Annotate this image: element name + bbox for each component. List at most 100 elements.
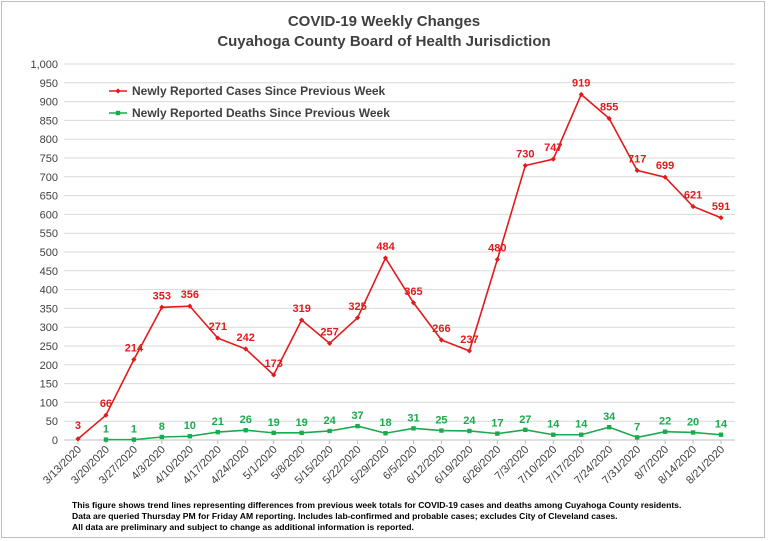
- legend-label: Newly Reported Cases Since Previous Week: [132, 84, 386, 98]
- death-point: [551, 432, 556, 437]
- death-point: [690, 430, 696, 435]
- y-tick-label: 950: [40, 78, 58, 90]
- case-data-label: 484: [376, 241, 395, 253]
- case-data-label: 173: [265, 358, 283, 370]
- death-point: [495, 431, 500, 436]
- case-point: [466, 348, 472, 354]
- death-data-label: 19: [268, 417, 280, 429]
- case-point: [131, 356, 137, 363]
- case-data-label: 66: [100, 398, 112, 410]
- death-data-label: 22: [659, 416, 671, 428]
- death-data-label: 1: [103, 424, 109, 436]
- y-tick-label: 750: [40, 153, 58, 165]
- death-point: [103, 437, 109, 442]
- chart-subtitle: Cuyahoga County Board of Health Jurisdic…: [217, 33, 551, 50]
- death-point: [355, 423, 360, 429]
- case-point: [103, 412, 109, 418]
- case-data-label: 480: [488, 243, 506, 255]
- footnote-line-1: This figure shows trend lines representi…: [72, 500, 682, 510]
- chart-title-block: COVID-19 Weekly Changes Cuyahoga County …: [0, 12, 768, 52]
- x-axis: 3/13/20203/20/20203/27/20204/3/20204/10/…: [41, 439, 735, 487]
- death-data-label: 27: [519, 414, 531, 426]
- footnote: This figure shows trend lines representi…: [72, 500, 762, 533]
- death-data-label: 19: [296, 417, 308, 429]
- death-point: [383, 431, 388, 436]
- case-data-label: 319: [292, 303, 310, 315]
- y-tick-label: 50: [46, 416, 58, 428]
- y-tick-label: 900: [40, 97, 58, 109]
- death-point: [662, 429, 668, 434]
- death-data-label: 21: [212, 416, 224, 428]
- case-data-label: 747: [544, 142, 562, 154]
- death-point: [159, 434, 165, 440]
- case-point: [578, 91, 584, 98]
- case-point: [550, 156, 556, 162]
- death-data-label: 17: [491, 418, 503, 430]
- legend-marker: [115, 88, 121, 94]
- death-point: [299, 430, 304, 436]
- death-point: [327, 428, 332, 434]
- death-point: [718, 432, 724, 437]
- case-point: [438, 337, 445, 343]
- y-tick-label: 250: [40, 341, 58, 353]
- y-tick-label: 600: [40, 209, 58, 221]
- death-data-label: 34: [603, 411, 616, 423]
- y-tick-label: 500: [40, 247, 58, 259]
- death-point: [579, 432, 584, 437]
- case-data-label: 699: [656, 160, 674, 172]
- y-tick-label: 850: [40, 115, 58, 127]
- case-point: [522, 162, 528, 169]
- case-data-label: 717: [628, 153, 646, 165]
- gridlines: [64, 63, 735, 441]
- y-tick-label: 400: [40, 285, 58, 297]
- case-data-label: 356: [181, 289, 199, 301]
- death-point: [243, 428, 248, 433]
- y-tick-label: 700: [40, 172, 58, 184]
- death-point: [439, 428, 444, 433]
- y-tick-label: 300: [40, 322, 58, 334]
- case-point: [215, 335, 221, 341]
- case-data-label: 325: [348, 301, 366, 313]
- death-data-label: 20: [687, 416, 699, 428]
- death-point: [411, 426, 416, 431]
- footnote-line-3: All data are preliminary and subject to …: [72, 522, 414, 532]
- case-point: [718, 215, 724, 221]
- case-data-label: 242: [237, 332, 255, 344]
- case-data-label: 214: [125, 343, 144, 355]
- y-tick-label: 450: [40, 266, 58, 278]
- case-point: [187, 303, 193, 309]
- y-tick-label: 1,000: [30, 59, 58, 71]
- case-point: [662, 174, 668, 180]
- case-data-label: 621: [684, 190, 702, 202]
- case-data-label: 855: [600, 102, 618, 114]
- chart-title: COVID-19 Weekly Changes: [287, 13, 481, 30]
- death-point: [187, 434, 193, 439]
- death-data-label: 26: [240, 414, 252, 426]
- death-point: [634, 435, 640, 440]
- death-data-label: 14: [715, 419, 728, 431]
- death-data-label: 7: [634, 421, 640, 433]
- case-point: [159, 304, 165, 310]
- death-data-label: 24: [323, 415, 336, 427]
- y-tick-label: 800: [40, 134, 58, 146]
- death-point: [271, 430, 276, 436]
- death-data-label: 8: [159, 421, 165, 433]
- y-tick-label: 350: [40, 303, 58, 315]
- death-data-label: 31: [407, 412, 419, 424]
- death-data-label: 37: [351, 410, 363, 422]
- death-point: [131, 437, 137, 442]
- case-data-label: 257: [320, 326, 338, 338]
- case-data-label: 271: [209, 321, 227, 333]
- case-data-label: 591: [712, 201, 730, 213]
- y-tick-label: 0: [52, 435, 58, 447]
- footnote-line-2: Data are queried Thursday PM for Friday …: [72, 511, 618, 521]
- case-point: [299, 317, 305, 323]
- legend-label: Newly Reported Deaths Since Previous Wee…: [132, 106, 390, 120]
- case-point: [494, 256, 500, 263]
- y-tick-label: 150: [40, 379, 58, 391]
- case-point: [606, 115, 612, 122]
- case-data-label: 365: [404, 286, 422, 298]
